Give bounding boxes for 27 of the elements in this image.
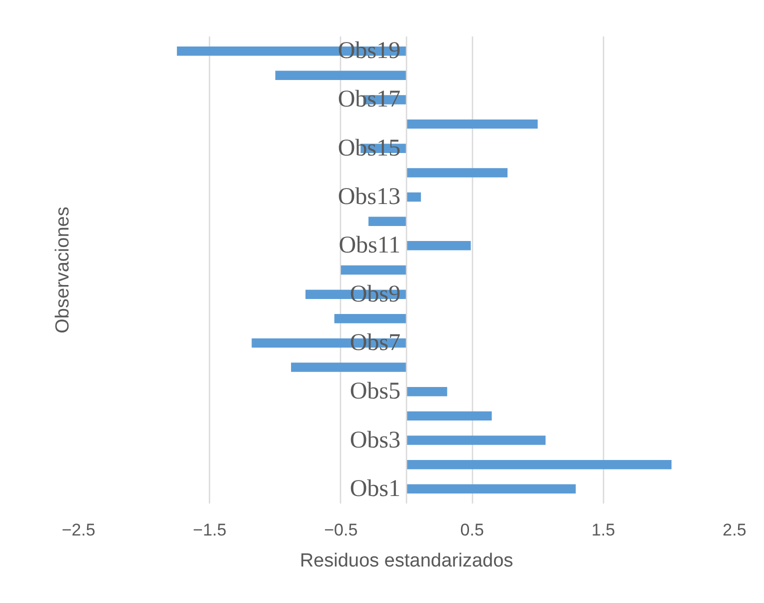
bar [406, 119, 538, 129]
x-axis-title: Residuos estandarizados [300, 550, 514, 572]
bar [368, 216, 406, 226]
y-tick-label: Obs13 [338, 184, 400, 210]
bar [406, 460, 672, 470]
x-tick-label: −2.5 [62, 520, 96, 540]
bar [334, 314, 406, 324]
bar [406, 436, 546, 445]
x-tick-label: 0.5 [460, 520, 484, 540]
x-tick-label: −0.5 [324, 520, 358, 540]
y-tick-label: Obs11 [338, 232, 400, 259]
bar [406, 241, 471, 250]
bar [406, 386, 448, 396]
bar [340, 265, 406, 275]
y-tick-label: Obs3 [350, 427, 400, 454]
bar [406, 411, 492, 421]
x-tick-label: 1.5 [591, 520, 616, 540]
bar [406, 484, 576, 494]
x-tick-label: −1.5 [192, 520, 226, 540]
bar [406, 168, 508, 178]
bar [291, 362, 406, 372]
y-axis-title: Observaciones [52, 206, 74, 334]
bar [275, 70, 406, 80]
y-tick-label: Obs1 [350, 476, 400, 502]
bar [406, 192, 421, 202]
x-tick-label: 2.5 [722, 520, 746, 540]
y-tick-label: Obs5 [350, 378, 400, 405]
